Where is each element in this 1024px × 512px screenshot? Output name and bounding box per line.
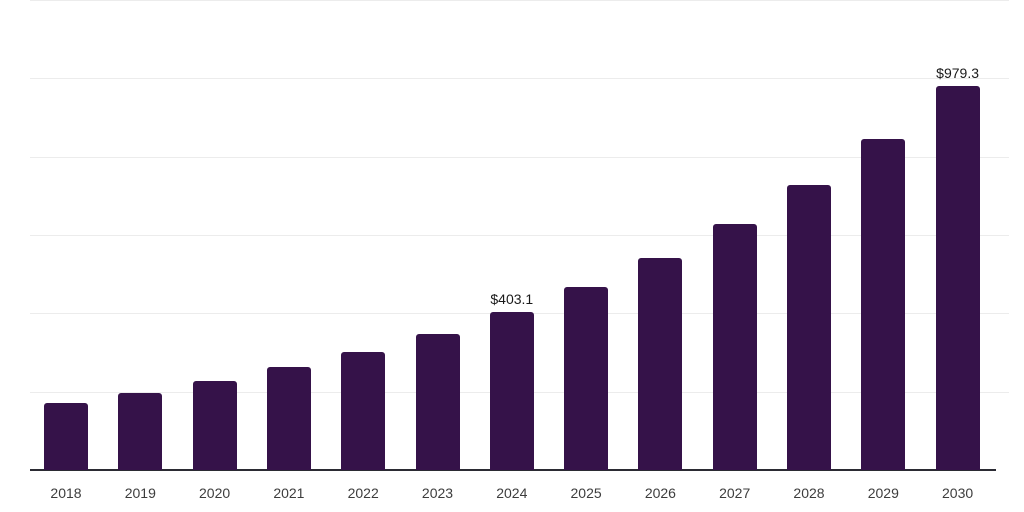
x-tick-label-2027: 2027	[719, 485, 751, 501]
bar-2021[interactable]	[267, 367, 311, 470]
bar-2019[interactable]	[118, 393, 162, 470]
gridline-1200	[30, 0, 1009, 1]
bar-2024[interactable]	[490, 312, 534, 470]
bar-2018[interactable]	[44, 403, 88, 470]
x-tick-label-2021: 2021	[273, 485, 305, 501]
bar-2030[interactable]	[936, 86, 980, 470]
bar-2028[interactable]	[787, 185, 831, 470]
bar-2025[interactable]	[564, 287, 608, 470]
bar-2023[interactable]	[416, 334, 460, 470]
x-tick-label-2022: 2022	[347, 485, 379, 501]
gridline-800	[30, 157, 1009, 158]
bar-2029[interactable]	[861, 139, 905, 470]
bar-value-label-2030: $979.3	[936, 65, 980, 81]
gridline-1000	[30, 78, 1009, 79]
x-tick-label-2026: 2026	[644, 485, 676, 501]
bar-2020[interactable]	[193, 381, 237, 470]
x-axis-line	[30, 469, 996, 471]
bar-2022[interactable]	[341, 352, 385, 470]
x-tick-label-2025: 2025	[570, 485, 602, 501]
gridline-600	[30, 235, 1009, 236]
bar-value-label-2024: $403.1	[490, 291, 534, 307]
x-tick-label-2028: 2028	[793, 485, 825, 501]
x-tick-label-2019: 2019	[124, 485, 156, 501]
x-tick-label-2020: 2020	[199, 485, 231, 501]
bar-2027[interactable]	[713, 224, 757, 470]
x-tick-label-2030: 2030	[942, 485, 974, 501]
bar-2026[interactable]	[638, 258, 682, 470]
x-tick-label-2029: 2029	[867, 485, 899, 501]
x-tick-label-2023: 2023	[421, 485, 454, 501]
x-tick-label-2024: 2024	[496, 485, 528, 501]
x-tick-label-2018: 2018	[50, 485, 82, 501]
